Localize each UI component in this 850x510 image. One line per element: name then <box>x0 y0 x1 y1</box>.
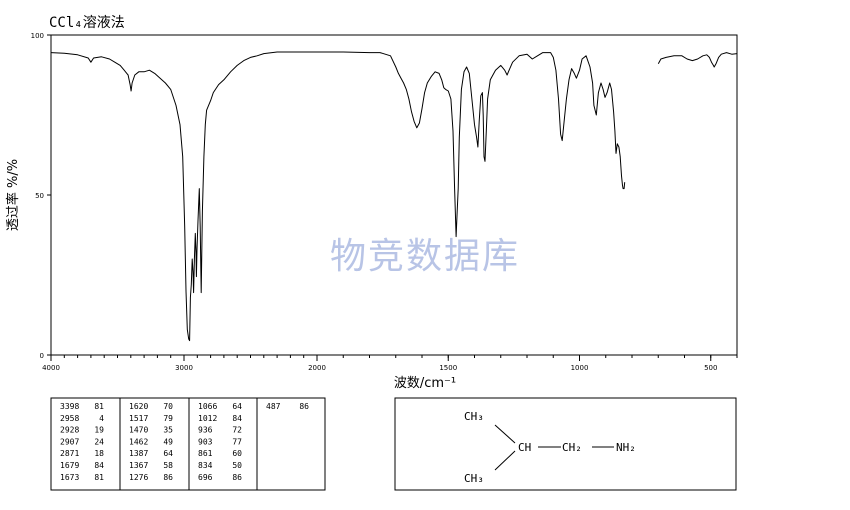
peak-transmittance: 77 <box>232 437 242 446</box>
methylene-label: CH₂ <box>562 441 582 454</box>
y-axis-title: 透过率 %/% <box>5 159 21 231</box>
y-axis: 0 50 100 <box>31 32 51 360</box>
peak-wavenumber: 861 <box>198 449 213 458</box>
peak-wavenumber: 936 <box>198 426 213 435</box>
bond-top <box>494 424 516 444</box>
peak-transmittance: 24 <box>94 437 104 446</box>
peak-wavenumber: 2871 <box>60 449 79 458</box>
methyl-top-label: CH₃ <box>464 410 484 423</box>
peak-transmittance: 70 <box>163 402 173 411</box>
peak-transmittance: 79 <box>163 414 173 423</box>
peak-table: 3398 81 2958 4 2928 19 2907 24 2871 18 1679 84 1673 8… <box>50 397 326 491</box>
peak-transmittance: 18 <box>94 449 104 458</box>
peak-wavenumber: 834 <box>198 461 213 470</box>
peak-wavenumber: 1387 <box>129 449 148 458</box>
structure-diagram: CH₃ CH CH₂ NH₂ CH₃ <box>394 397 737 491</box>
peak-wavenumber: 696 <box>198 473 213 482</box>
peak-wavenumber: 487 <box>266 402 281 411</box>
peak-transmittance: 84 <box>94 461 104 470</box>
peak-wavenumber: 1517 <box>129 414 148 423</box>
peak-transmittance: 19 <box>94 426 104 435</box>
x-axis-title: 波数/cm⁻¹ <box>394 376 456 391</box>
peak-wavenumber: 1462 <box>129 437 148 446</box>
spectrum-line <box>50 51 626 342</box>
y-tick-label: 0 <box>40 352 44 360</box>
bond-bottom <box>494 450 516 471</box>
x-tick-label: 1000 <box>571 364 589 372</box>
peak-wavenumber: 903 <box>198 437 213 446</box>
peak-transmittance: 64 <box>163 449 173 458</box>
spectrum-line <box>657 52 738 68</box>
peak-wavenumber: 3398 <box>60 402 79 411</box>
x-tick-label: 2000 <box>308 364 326 372</box>
peak-transmittance: 86 <box>163 473 173 482</box>
peak-transmittance: 81 <box>94 473 104 482</box>
peak-wavenumber: 1367 <box>129 461 148 470</box>
structure-border <box>394 397 737 491</box>
ir-spectrum-curve <box>50 51 738 342</box>
x-tick-label: 3000 <box>175 364 193 372</box>
peak-transmittance: 4 <box>99 414 104 423</box>
peak-transmittance: 60 <box>232 449 242 458</box>
plot-frame <box>50 34 738 356</box>
peak-wavenumber: 2907 <box>60 437 79 446</box>
peak-transmittance: 50 <box>232 461 242 470</box>
peak-transmittance: 35 <box>163 426 173 435</box>
peak-transmittance: 49 <box>163 437 173 446</box>
peak-transmittance: 86 <box>299 402 309 411</box>
peak-transmittance: 64 <box>232 402 242 411</box>
x-tick-label: 1500 <box>439 364 457 372</box>
peak-wavenumber: 1673 <box>60 473 79 482</box>
peak-wavenumber: 1066 <box>198 402 217 411</box>
peak-wavenumber: 1620 <box>129 402 148 411</box>
x-tick-label: 500 <box>704 364 717 372</box>
x-axis: 4000 3000 2000 1500 1000 500 <box>42 355 738 372</box>
x-tick-label: 4000 <box>42 364 60 372</box>
solvent-title: CCl₄溶液法 <box>49 15 125 31</box>
y-tick-label: 50 <box>35 192 44 200</box>
amine-label: NH₂ <box>616 441 636 454</box>
peak-transmittance: 84 <box>232 414 242 423</box>
peak-wavenumber: 1470 <box>129 426 148 435</box>
peak-transmittance: 58 <box>163 461 173 470</box>
peak-transmittance: 72 <box>232 426 242 435</box>
peak-wavenumber: 1012 <box>198 414 217 423</box>
y-tick-label: 100 <box>31 32 44 40</box>
peak-table-border <box>50 397 326 491</box>
methyl-bottom-label: CH₃ <box>464 472 484 485</box>
peak-wavenumber: 2928 <box>60 426 79 435</box>
peak-transmittance: 86 <box>232 473 242 482</box>
watermark: 物竞数据库 <box>330 236 520 277</box>
methine-label: CH <box>518 441 531 454</box>
peak-transmittance: 81 <box>94 402 104 411</box>
peak-wavenumber: 1679 <box>60 461 79 470</box>
peak-wavenumber: 2958 <box>60 414 79 423</box>
peak-wavenumber: 1276 <box>129 473 148 482</box>
